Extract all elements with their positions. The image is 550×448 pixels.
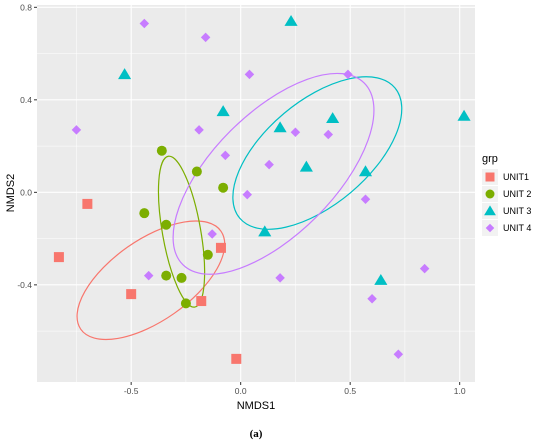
point-unit-4	[207, 229, 217, 239]
point-unit-2	[202, 249, 213, 260]
figure-caption: (a)	[250, 428, 263, 440]
x-tick-label: -0.5	[124, 386, 139, 396]
point-unit-2	[176, 272, 187, 283]
point-unit-3	[216, 105, 230, 117]
point-unit-2	[139, 208, 150, 219]
point-unit-3	[258, 225, 272, 237]
x-tick-label: 1.0	[454, 386, 466, 396]
ellipse-unit1	[76, 220, 226, 341]
point-unit-3	[457, 109, 471, 121]
ellipse-unit-3	[232, 76, 403, 230]
point-unit-4	[264, 159, 274, 170]
x-axis-ticks: -0.5 0.0 0.5 1.0	[124, 382, 466, 396]
point-unit-4	[200, 32, 211, 43]
ellipse-unit-4	[172, 72, 375, 275]
point-unit-4	[194, 125, 204, 135]
point-unit1	[82, 198, 93, 209]
point-unit-4	[393, 349, 404, 359]
point-unit-4	[290, 127, 301, 137]
point-unit-2	[161, 219, 172, 230]
point-unit-2	[161, 270, 172, 281]
legend-title: grp	[482, 153, 498, 165]
point-unit-4	[143, 270, 154, 281]
y-axis-title: NMDS2	[5, 174, 17, 213]
legend-label: UNIT1	[503, 172, 529, 182]
legend-key-unit-2	[485, 189, 495, 199]
major-gridlines	[37, 5, 475, 382]
point-unit-4	[419, 263, 430, 274]
point-unit-4	[343, 69, 353, 80]
point-unit-4	[323, 129, 334, 140]
data-points	[53, 14, 471, 364]
point-unit1	[53, 252, 64, 263]
legend-key-unit-4	[485, 223, 495, 233]
y-tick-label: -0.4	[17, 280, 32, 290]
point-unit-4	[139, 18, 150, 29]
point-unit-3	[374, 273, 388, 285]
point-unit-3	[358, 165, 373, 177]
point-unit-4	[242, 189, 252, 200]
point-unit-2	[156, 145, 167, 156]
point-unit-3	[326, 112, 340, 124]
legend-label: UNIT 2	[503, 189, 531, 199]
point-unit-3	[118, 68, 132, 80]
y-axis-ticks: -0.4 0.0 0.4 0.8	[17, 2, 37, 290]
legend-key-unit-3	[484, 205, 496, 216]
x-tick-label: 0.5	[344, 386, 356, 396]
point-unit1	[126, 289, 137, 300]
point-unit-2	[180, 298, 191, 309]
point-unit-4	[71, 125, 82, 135]
ellipse-unit-2	[157, 155, 206, 308]
point-unit-3	[299, 160, 313, 172]
point-unit-4	[220, 150, 231, 161]
y-tick-label: 0.8	[20, 2, 32, 12]
point-unit-3	[273, 121, 287, 133]
point-unit-4	[275, 273, 285, 283]
legend: grp UNIT1 UNIT 2 UNIT 3 UNIT 4	[482, 153, 531, 236]
point-unit-4	[360, 194, 371, 205]
point-unit-2	[218, 182, 229, 193]
x-tick-label: 0.0	[235, 386, 247, 396]
x-axis-title: NMDS1	[237, 400, 276, 412]
minor-gridlines	[37, 5, 475, 382]
point-unit1	[231, 353, 242, 364]
legend-label: UNIT 4	[503, 223, 531, 233]
point-unit-4	[367, 293, 377, 304]
legend-key-unit1	[485, 172, 495, 182]
group-ellipses	[76, 72, 403, 341]
legend-label: UNIT 3	[503, 206, 531, 216]
point-unit1	[196, 296, 207, 307]
y-tick-label: 0.4	[20, 95, 32, 105]
plot-panel	[37, 5, 475, 382]
point-unit1	[215, 242, 226, 253]
y-tick-label: 0.0	[20, 187, 32, 197]
point-unit-4	[244, 69, 255, 80]
point-unit-2	[191, 166, 202, 177]
point-unit-3	[284, 14, 298, 26]
